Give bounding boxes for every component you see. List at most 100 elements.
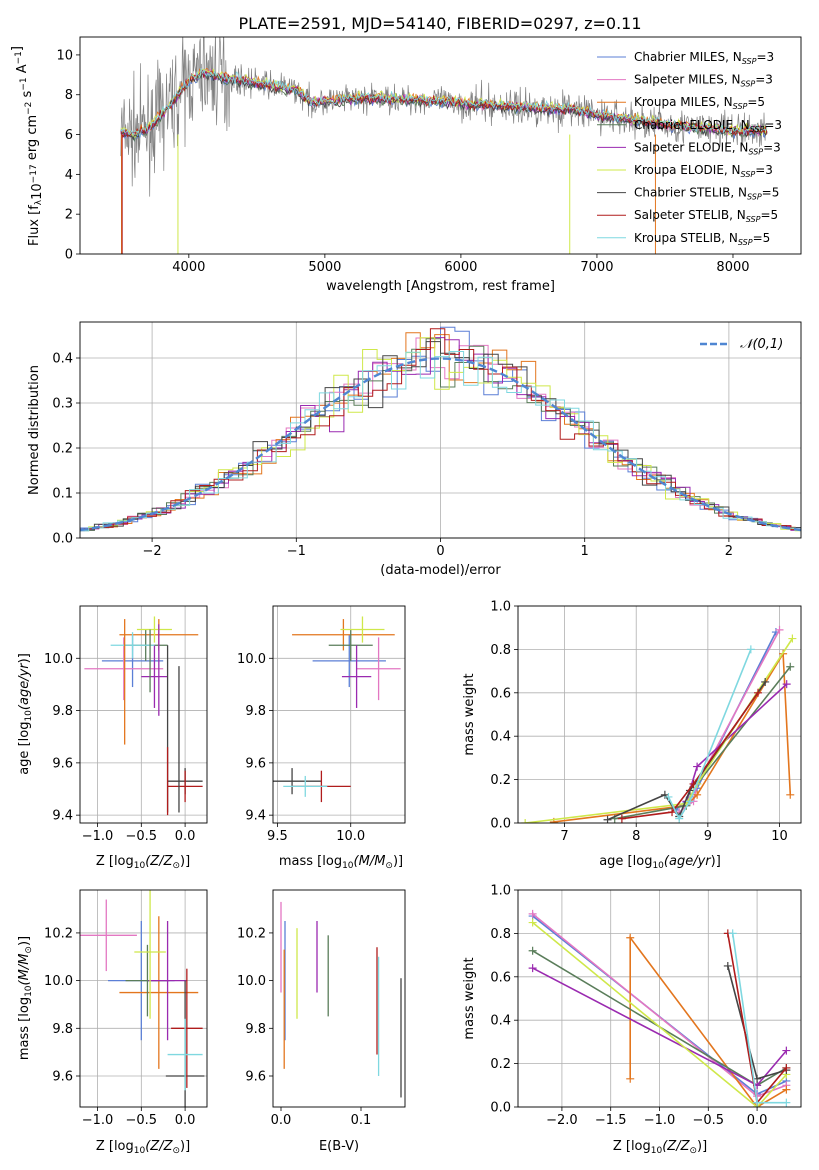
data-marker [693,790,702,799]
y-tick-label: 10.0 [237,974,266,989]
legend: Chabrier MILES, NSSP=3 Salpeter MILES, NS… [597,50,782,247]
y-tick-label: 9.8 [245,704,266,719]
x-axis-label: Z [log10(Z/Z⊙)] [96,1139,190,1156]
legend-entry: Salpeter STELIB, NSSP=5 [634,208,778,224]
y-axis-label: Normed distribution [27,365,42,495]
data-marker [761,677,770,686]
plot-area [273,616,401,803]
y-tick-label: 0.0 [490,1101,511,1116]
x-axis-label: E(B-V) [319,1139,359,1154]
data-marker [728,929,737,938]
y-tick-label: 10.0 [237,652,266,667]
y-axis-label: mass weight [462,957,477,1039]
data-marker [528,946,537,955]
legend-entry: Chabrier STELIB, NSSP=5 [634,186,779,202]
x-tick-label: 10 [771,829,788,844]
legend-entry: Salpeter MILES, NSSP=3 [634,73,773,89]
axes-spectrum: 4000 5000 6000 7000 8000 0 2 4 6 8 10 wavelength [A… [10,36,802,294]
axes-frame [79,889,208,1108]
weight-series [532,921,787,1107]
x-tick-label: −2 [143,544,162,559]
x-tick-label: 0.0 [271,1113,292,1128]
weight-series [685,683,788,802]
y-tick-label: 0.6 [490,686,511,701]
y-tick-label: 9.8 [245,1022,266,1037]
axes-mass-vs-EBV: 0.0 0.1 9.6 9.8 10.0 10.2 E(B-V) [237,889,406,1154]
axes-mass-vs-Z: −1.0 −0.5 0.0 9.6 9.8 10.0 10.2 Z [log10(Z/Z⊙)]… [17,889,208,1156]
axes-frame [79,36,802,255]
axes-mass-weight-vs-Z: −2.0 −1.5 −1.0 −0.5 0.0 0.0 0.2 0.4 0.6 0.8 1.0 mas… [462,884,802,1156]
x-tick-label: 1 [581,544,589,559]
x-tick-label: 0 [436,544,444,559]
data-marker [693,762,702,771]
legend-entry: Kroupa MILES, NSSP=5 [634,95,765,111]
data-marker [786,662,795,671]
x-tick-label: −1.0 [82,1113,114,1128]
x-tick-label: −1.0 [82,829,114,844]
model-spectrum [120,68,768,137]
x-tick-label: 0.0 [175,829,196,844]
x-axis-label: Z [log10(Z/Z⊙)] [96,854,190,871]
x-tick-label: 7 [560,829,568,844]
data-marker [675,814,684,823]
x-tick-label: −0.5 [126,1113,158,1128]
y-tick-label: 0.2 [490,1057,511,1072]
data-marker [775,625,784,634]
data-marker [664,792,673,801]
weight-series [621,692,759,820]
y-tick-label: 0.4 [490,1014,511,1029]
y-tick-label: 0.8 [490,643,511,658]
y-tick-label: 9.6 [52,1070,73,1085]
y-tick-label: 0.6 [490,970,511,985]
data-marker [521,819,530,823]
x-tick-label: 2 [725,544,733,559]
histogram-series [80,337,801,532]
weight-series [629,935,787,1107]
y-tick-label: 9.8 [52,704,73,719]
x-axis-label: (data-model)/error [380,563,501,578]
plot-area [120,37,768,254]
histogram-series [80,341,801,532]
x-tick-label: 0.0 [747,1113,768,1128]
y-tick-label: 10 [56,48,73,63]
axes-frame [272,889,406,1108]
plot-area [80,326,801,533]
data-marker [528,964,537,973]
weight-series [675,631,777,811]
x-tick-label: 9.5 [267,829,288,844]
data-marker [746,645,755,654]
y-tick-label: 0.2 [490,773,511,788]
data-marker [753,1098,762,1107]
x-axis-label: mass [log10(M/M⊙)] [279,854,403,871]
x-tick-label: 4000 [172,260,205,275]
data-marker [754,688,763,697]
y-tick-label: 10.0 [44,974,73,989]
y-tick-label: 1.0 [490,884,511,899]
y-tick-label: 0.4 [490,730,511,745]
model-spectrum [120,70,768,141]
x-axis-label: Z [log10(Z/Z⊙)] [613,1139,707,1156]
y-tick-label: 9.4 [52,809,73,824]
x-tick-label: 6000 [444,260,477,275]
x-tick-label: −1.0 [644,1113,676,1128]
figure-title: PLATE=2591, MJD=54140, FIBERID=0297, z=0… [238,14,641,33]
legend-entry: Chabrier MILES, NSSP=3 [634,50,774,66]
plot-area [84,616,203,816]
legend: 𝒩(0,1) [700,337,783,352]
y-tick-label: 9.6 [52,756,73,771]
data-marker [626,933,635,942]
y-tick-label: 9.8 [52,1022,73,1037]
y-tick-label: 1.0 [490,600,511,615]
legend-entry: Kroupa ELODIE, NSSP=3 [634,163,773,179]
y-tick-label: 9.6 [245,756,266,771]
y-tick-label: 10.0 [44,652,73,667]
y-tick-label: 0.0 [490,817,511,832]
x-tick-label: 10.0 [336,829,365,844]
x-tick-label: −0.5 [126,829,158,844]
y-axis-label: Flux [fλ10−17 erg cm−2 s−1 A−1] [10,46,45,246]
plot-area [280,901,402,1098]
y-axis-label: mass weight [462,673,477,755]
y-tick-label: 10.2 [44,926,73,941]
y-tick-label: 0.2 [52,442,73,457]
